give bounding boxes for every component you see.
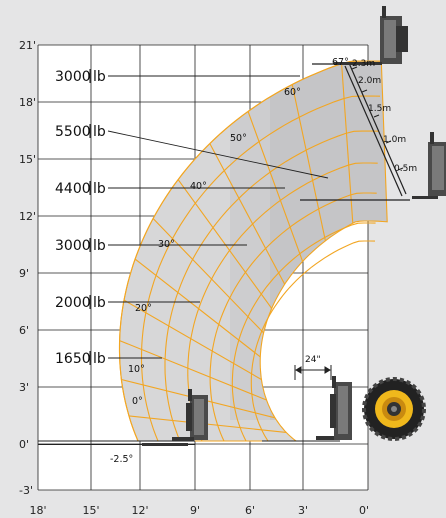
extension-labels: 2.3m 2.0m 1.5m 1.0m 0.5m <box>352 59 417 174</box>
contour-radial <box>123 299 262 380</box>
load-zone-label: 4400 lb <box>55 181 106 197</box>
load-unit: lb <box>93 238 106 254</box>
contour-radial <box>209 143 286 285</box>
fork-carriage-icon <box>142 389 208 446</box>
load-zone-leaders <box>107 75 329 359</box>
y-axis-labels: 21' 18' 15' 12' 9' 6' 3' 0' -3' <box>19 39 36 497</box>
contour-radial <box>134 258 261 358</box>
y-tick-label: 6' <box>19 324 29 337</box>
x-axis-labels: 18' 15' 12' 9' 6' 3' 0' <box>29 504 369 517</box>
y-tick-label: -3' <box>19 484 33 497</box>
y-tick-label: 9' <box>19 267 29 280</box>
y-tick-label: 15' <box>19 153 36 166</box>
boom-angle-label: 20° <box>135 303 152 314</box>
load-value: 4400 <box>55 181 91 197</box>
x-tick-label: 18' <box>29 504 46 517</box>
y-tick-label: 0' <box>19 438 29 451</box>
load-unit: lb <box>93 69 106 85</box>
load-unit: lb <box>93 351 106 367</box>
fork-offset-dimension <box>294 365 332 380</box>
boom-angle-label: 50° <box>230 133 247 144</box>
tire-icon <box>362 377 426 441</box>
x-tick-label: 12' <box>131 504 148 517</box>
y-tick-label: 21' <box>19 39 36 52</box>
contour-radial <box>177 179 273 309</box>
fork-carriage-icon <box>412 132 446 199</box>
fork-offset-label: 24" <box>305 355 321 365</box>
load-zone-label: 3000 lb <box>55 69 106 85</box>
extension-label: 1.5m <box>368 104 391 114</box>
load-leader <box>107 130 329 179</box>
load-zone-label: 1650 lb <box>55 351 106 367</box>
boom-angle-label: 30° <box>158 239 175 250</box>
extension-label: 2.3m <box>352 59 375 69</box>
x-tick-label: 6' <box>245 504 255 517</box>
fork-carriage-icon <box>316 376 352 440</box>
x-tick-label: 15' <box>82 504 99 517</box>
x-tick-label: 0' <box>359 504 369 517</box>
y-tick-label: 18' <box>19 96 36 109</box>
load-value: 5500 <box>55 124 91 140</box>
contour-radial <box>119 340 267 401</box>
load-value: 3000 <box>55 238 91 254</box>
boom-angle-label: 67° <box>332 57 349 68</box>
contour-radial <box>341 63 354 224</box>
boom-angle-label: -2.5° <box>110 454 133 465</box>
load-unit: lb <box>93 295 106 311</box>
load-unit: lb <box>93 181 106 197</box>
y-tick-label: 12' <box>19 210 36 223</box>
extension-label: 0.5m <box>394 164 417 174</box>
boom-angle-label: 10° <box>128 364 145 375</box>
load-value: 2000 <box>55 295 91 311</box>
load-unit: lb <box>93 124 106 140</box>
load-zone-label: 3000 lb <box>55 238 106 254</box>
x-tick-label: 3' <box>298 504 308 517</box>
contour-radial <box>247 111 304 262</box>
boom-angle-label: 60° <box>284 87 301 98</box>
load-zone-label: 2000 lb <box>55 295 106 311</box>
fork-carriage-icon <box>334 6 408 65</box>
load-value: 3000 <box>55 69 91 85</box>
extension-ticks <box>351 66 404 171</box>
contour-radial <box>152 218 264 334</box>
x-tick-label: 9' <box>190 504 200 517</box>
load-zone-label: 5500 lb <box>55 124 106 140</box>
y-tick-label: 3' <box>19 381 29 394</box>
boom-angle-labels: 67° 60° 50° 40° 30° 20° 10° 0° -2.5° <box>110 57 349 465</box>
extension-label: 2.0m <box>358 76 381 86</box>
load-value: 1650 <box>55 351 91 367</box>
boom-angle-label: 0° <box>132 396 143 407</box>
contour-radial <box>291 84 326 241</box>
boom-angle-label: 40° <box>190 181 207 192</box>
extension-label: 1.0m <box>383 135 406 145</box>
